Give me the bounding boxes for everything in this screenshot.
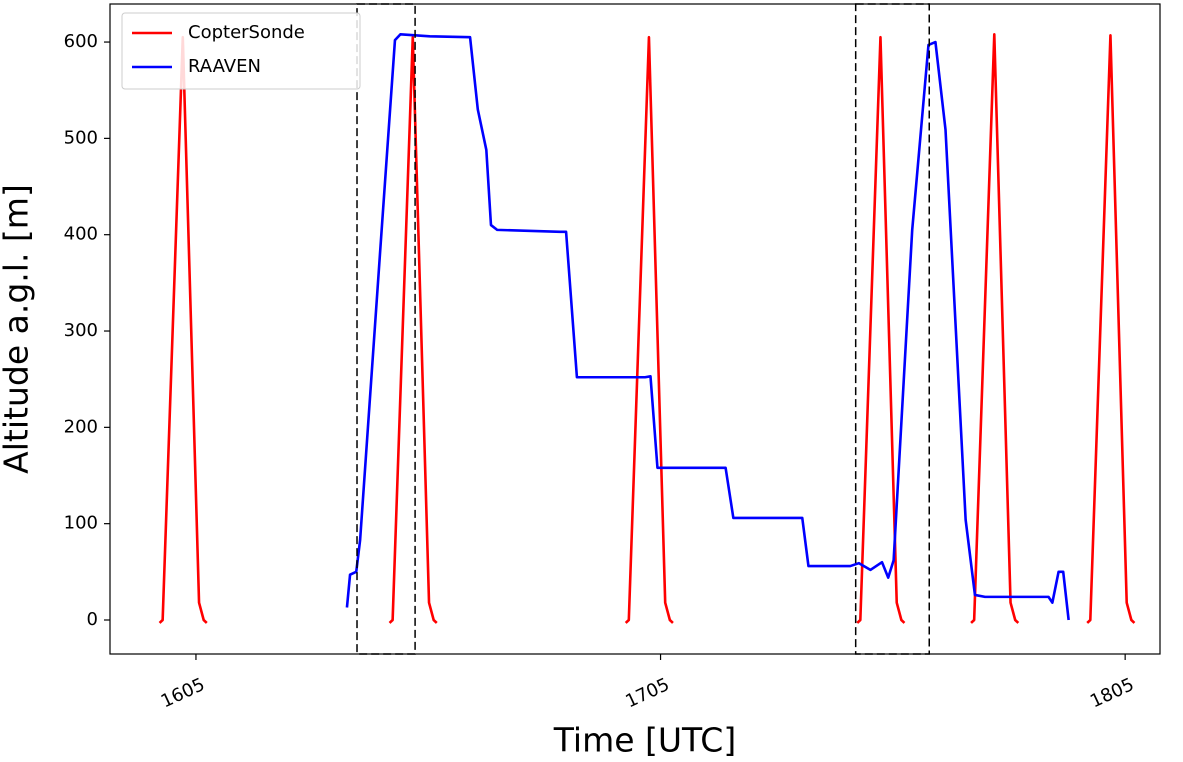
y-tick-label: 300: [64, 320, 98, 341]
legend-label: CopterSonde: [188, 22, 305, 43]
y-tick-label: 400: [64, 224, 98, 245]
y-tick-label: 200: [64, 416, 98, 437]
y-axis-label: Altitude a.g.l. [m]: [0, 184, 36, 474]
y-tick-label: 600: [64, 31, 98, 52]
legend-label: RAAVEN: [188, 56, 261, 77]
plot-frame: [109, 3, 1161, 655]
y-tick-label: 500: [64, 127, 98, 148]
series-line: [345, 33, 1070, 621]
series-line: [158, 33, 1136, 624]
y-tick-label: 0: [87, 609, 98, 630]
y-tick-label: 100: [64, 513, 98, 534]
x-axis-label: Time [UTC]: [553, 721, 736, 760]
legend-box: [121, 12, 361, 90]
